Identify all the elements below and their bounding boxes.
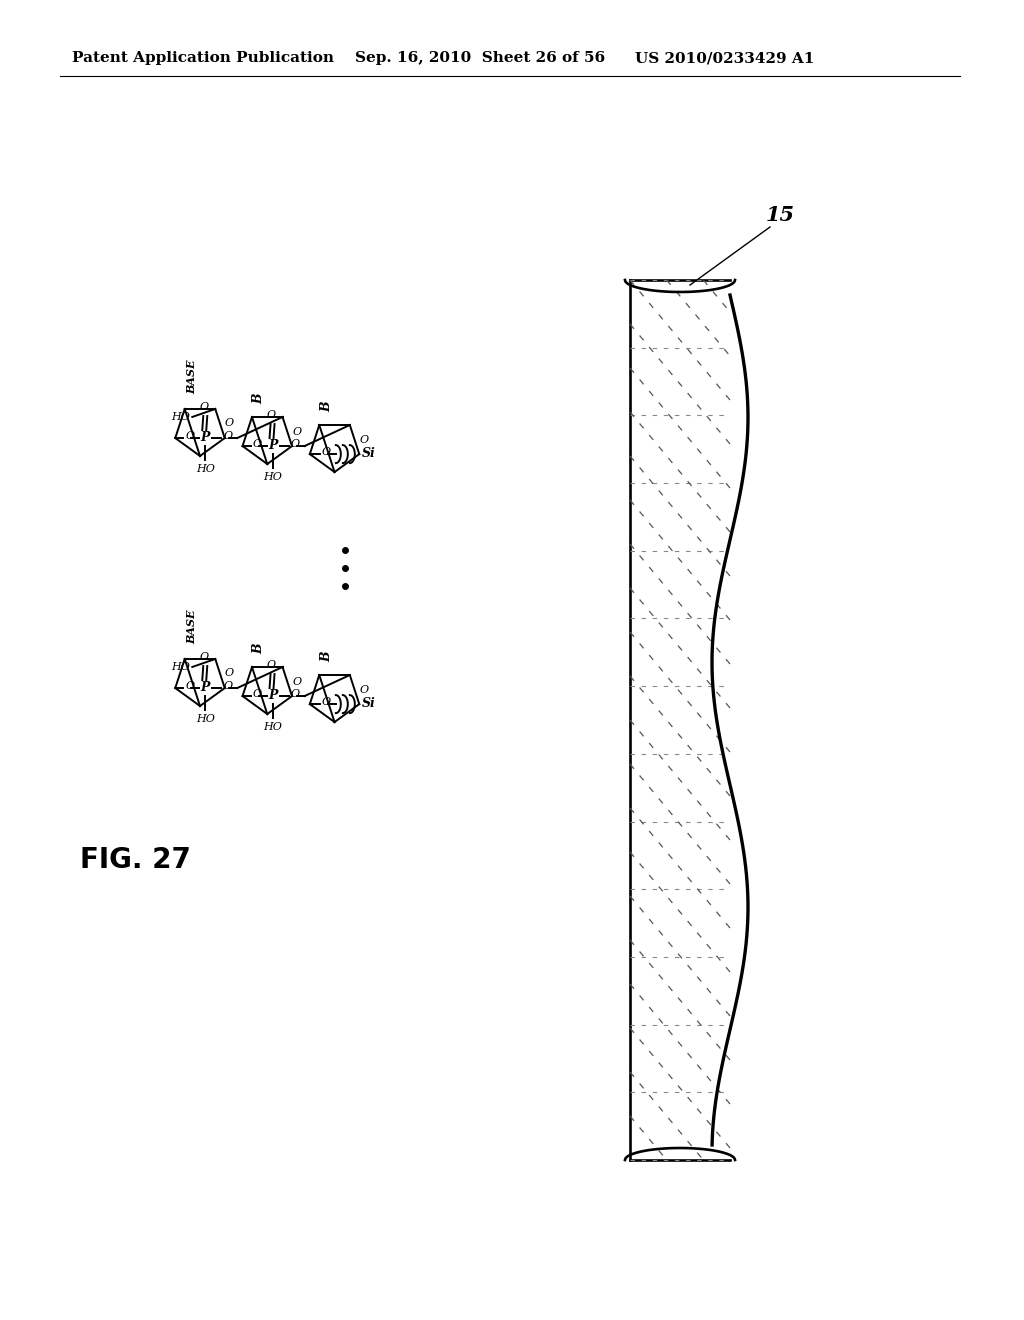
Text: O: O: [359, 685, 369, 694]
Text: O: O: [267, 660, 276, 671]
Text: HO: HO: [171, 412, 190, 422]
Text: O: O: [292, 426, 301, 437]
Text: 15: 15: [766, 205, 795, 224]
Text: FIG. 27: FIG. 27: [80, 846, 190, 874]
Text: O: O: [225, 418, 234, 429]
Text: P: P: [268, 438, 278, 451]
Text: O: O: [200, 652, 209, 663]
Text: B: B: [321, 652, 333, 663]
Text: O: O: [291, 689, 300, 700]
Text: P: P: [268, 689, 278, 701]
Text: BASE: BASE: [186, 610, 198, 644]
Text: O: O: [185, 432, 195, 441]
Text: O: O: [223, 681, 232, 692]
Text: B: B: [321, 401, 333, 412]
Text: O: O: [225, 668, 234, 678]
Text: HO: HO: [196, 465, 215, 474]
Text: HO: HO: [196, 714, 215, 725]
Text: Sep. 16, 2010  Sheet 26 of 56: Sep. 16, 2010 Sheet 26 of 56: [355, 51, 605, 65]
Text: BASE: BASE: [186, 359, 198, 393]
Text: HO: HO: [171, 661, 190, 672]
Text: O: O: [322, 447, 331, 457]
Text: US 2010/0233429 A1: US 2010/0233429 A1: [635, 51, 814, 65]
Text: O: O: [200, 403, 209, 412]
Text: P: P: [201, 430, 210, 444]
Text: B: B: [253, 393, 266, 404]
Text: O: O: [292, 677, 301, 686]
Text: O: O: [253, 440, 262, 449]
Text: O: O: [223, 432, 232, 441]
Text: P: P: [201, 681, 210, 693]
Text: O: O: [359, 434, 369, 445]
Text: Si: Si: [361, 697, 376, 710]
Text: Patent Application Publication: Patent Application Publication: [72, 51, 334, 65]
Text: Si: Si: [361, 446, 376, 459]
Text: O: O: [267, 411, 276, 420]
Text: B: B: [253, 643, 266, 653]
Text: O: O: [253, 689, 262, 700]
Text: HO: HO: [263, 473, 282, 482]
Text: HO: HO: [263, 722, 282, 733]
Text: O: O: [291, 440, 300, 449]
Text: O: O: [322, 697, 331, 708]
Text: O: O: [185, 681, 195, 692]
